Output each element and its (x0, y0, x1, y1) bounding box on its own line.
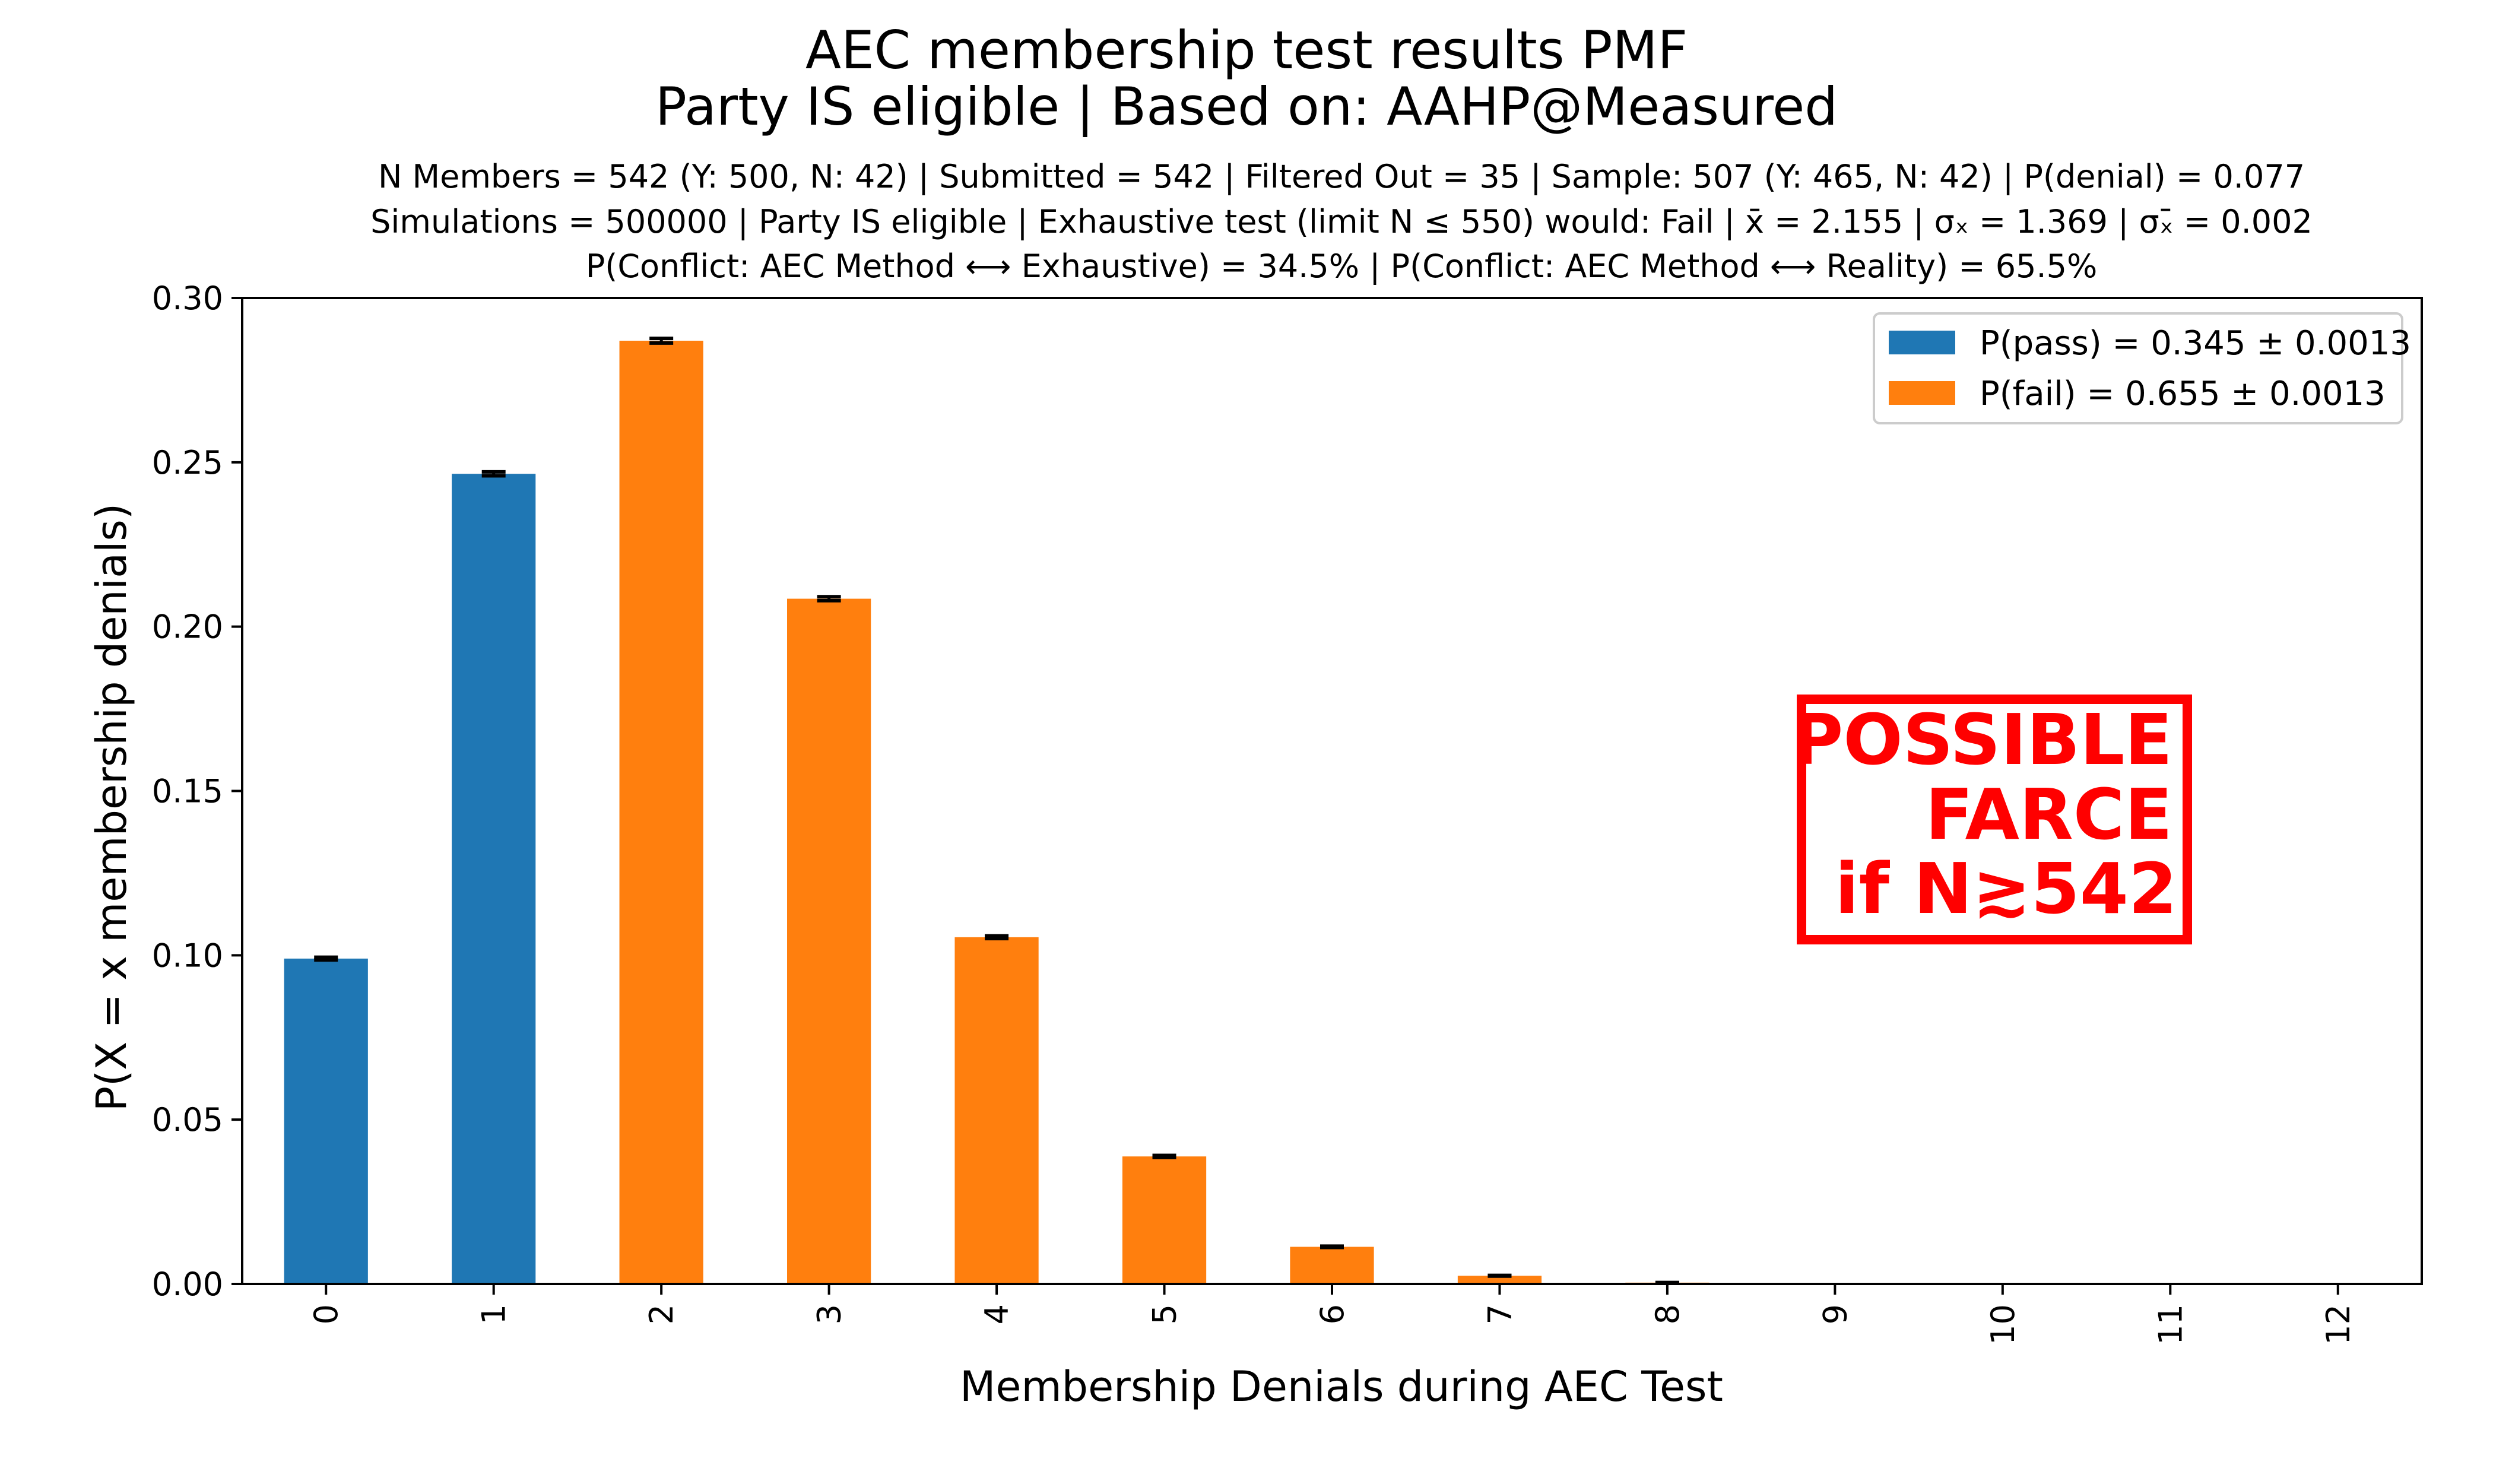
x-tick-label: 10 (1984, 1304, 2022, 1345)
x-axis-label: Membership Denials during AEC Test (960, 1362, 1723, 1411)
stamp-border (1797, 695, 2192, 944)
stamp-line-1: POSSIBLE (1792, 699, 2172, 781)
chart-subtitle-line-2: Simulations = 500000 | Party IS eligible… (370, 203, 2313, 240)
bar-3 (787, 598, 871, 1284)
stamp-line-2: FARCE (1926, 773, 2172, 855)
y-tick-label: 0.25 (152, 444, 223, 481)
bar-6 (1290, 1247, 1374, 1284)
y-tick-label: 0.00 (152, 1266, 223, 1303)
bar-2 (619, 340, 703, 1284)
legend-swatch-fail (1889, 381, 1955, 405)
bar-5 (1122, 1156, 1207, 1284)
chart-title-line-1: AEC membership test results PMF (805, 20, 1688, 81)
error-bar-5 (1152, 1153, 1176, 1159)
legend-label-pass: P(pass) = 0.345 ± 0.0013 (1980, 324, 2411, 363)
x-tick-label: 11 (2152, 1304, 2189, 1345)
chart-subtitle-line-3: P(Conflict: AEC Method ⟷ Exhaustive) = 3… (586, 248, 2098, 285)
chart-subtitle-line-1: N Members = 542 (Y: 500, N: 42) | Submit… (378, 158, 2305, 195)
y-tick-label: 0.15 (152, 773, 223, 810)
error-bar-0 (314, 955, 338, 962)
y-tick-label: 0.20 (152, 608, 223, 646)
x-tick-label: 5 (1146, 1304, 1184, 1324)
y-tick-label: 0.05 (152, 1101, 223, 1139)
x-tick-label: 6 (1314, 1304, 1351, 1324)
error-bar-2 (649, 337, 674, 345)
error-bar-6 (1320, 1244, 1344, 1250)
bar-7 (1457, 1276, 1542, 1284)
legend-label-fail: P(fail) = 0.655 ± 0.0013 (1980, 375, 2386, 413)
x-tick-label: 1 (475, 1304, 513, 1324)
bar-0 (284, 958, 368, 1284)
possible-farce-stamp: POSSIBLE FARCE if N≳542 (1792, 695, 2192, 944)
x-tick-label: 8 (1649, 1304, 1686, 1324)
error-bar-4 (985, 934, 1009, 941)
x-tick-label: 0 (307, 1304, 345, 1324)
bar-1 (452, 474, 536, 1284)
x-tick-label: 3 (811, 1304, 848, 1324)
legend-frame (1873, 312, 2403, 424)
x-tick-label: 2 (643, 1304, 680, 1324)
error-bar-3 (817, 595, 841, 603)
legend-swatch-pass (1889, 331, 1955, 354)
chart-legend: P(pass) = 0.345 ± 0.0013 P(fail) = 0.655 … (1873, 312, 2411, 424)
y-axis-label: P(X = x membership denials) (87, 503, 136, 1111)
x-tick-label: 4 (978, 1304, 1016, 1324)
x-tick-label: 12 (2320, 1304, 2357, 1345)
stamp-line-3: if N≳542 (1835, 848, 2177, 930)
y-tick-label: 0.30 (152, 280, 223, 317)
plot-area: 0.000.050.100.150.200.250.300 1 2 3 4 5 6 7 8 9 10… (152, 280, 2423, 1345)
chart-title-line-2: Party IS eligible | Based on: AAHP@Measu… (655, 76, 1838, 138)
bar-4 (954, 937, 1039, 1284)
x-tick-label: 9 (1816, 1304, 1854, 1324)
y-tick-label: 0.10 (152, 937, 223, 974)
error-bar-1 (481, 470, 506, 478)
x-tick-label: 7 (1481, 1304, 1518, 1324)
